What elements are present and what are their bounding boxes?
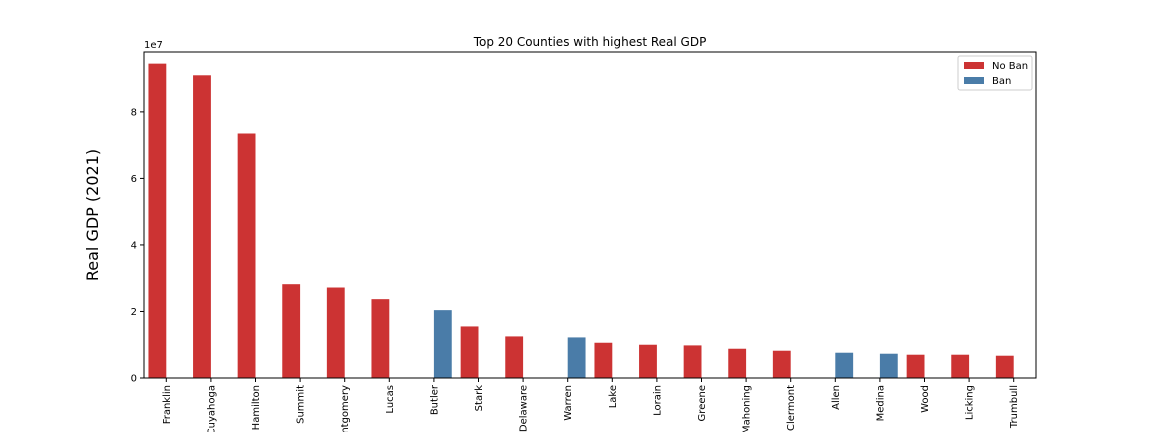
x-tick-label-licking: Licking [965, 385, 976, 420]
x-axis-ticks: Franklin Cuyahoga Hamilton Summit Montgomery… [162, 378, 1020, 432]
bar-no-ban-trumbull [995, 355, 1014, 378]
x-tick-label-wood: Wood [920, 385, 931, 413]
bar-no-ban-delaware [505, 336, 524, 378]
bar-no-ban-wood [906, 354, 925, 378]
bar-no-ban-mahoning [728, 348, 747, 378]
plot-area-frame [143, 51, 1037, 379]
bar-no-ban-franklin [148, 63, 167, 378]
legend-label-ban: Ban [992, 76, 1011, 87]
bar-no-ban-lake [594, 342, 613, 378]
legend: No Ban Ban [957, 55, 1033, 91]
x-tick-label-montgomery: Montgomery [340, 385, 351, 432]
x-tick-label-mahoning: Mahoning [742, 385, 753, 432]
x-tick-label-butler: Butler [429, 384, 440, 415]
bar-ban-medina [879, 353, 898, 378]
x-tick-label-warren: Warren [563, 385, 574, 421]
y-tick-label: 6 [131, 174, 137, 185]
x-tick-label-stark: Stark [474, 385, 485, 412]
bar-no-ban-cuyahoga [193, 75, 211, 378]
bar-ban-butler [433, 310, 452, 378]
legend-swatch-ban [964, 77, 984, 84]
bar-no-ban-licking [951, 354, 970, 378]
y-axis-label: Real GDP (2021) [83, 149, 102, 281]
y-axis-offset-text: 1e7 [144, 40, 163, 51]
x-tick-label-franklin: Franklin [162, 385, 173, 424]
y-tick-label: 2 [131, 307, 137, 318]
x-tick-label-greene: Greene [697, 385, 708, 421]
bar-no-ban-greene [683, 345, 702, 378]
y-tick-label: 0 [131, 374, 137, 385]
x-tick-label-medina: Medina [875, 385, 886, 421]
legend-swatch-no-ban [964, 62, 984, 69]
bar-no-ban-summit [282, 284, 301, 378]
bar-no-ban-clermont [772, 350, 791, 378]
chart-title: Top 20 Counties with highest Real GDP [473, 35, 707, 49]
bar-no-ban-lorain [639, 344, 657, 378]
bar-ban-warren [567, 337, 586, 378]
y-axis-ticks: 0 2 4 6 8 [131, 107, 144, 385]
x-tick-label-trumbull: Trumbull [1009, 385, 1020, 429]
x-tick-label-summit: Summit [296, 385, 307, 424]
legend-label-no-ban: No Ban [992, 61, 1028, 72]
x-tick-label-clermont: Clermont [786, 385, 797, 431]
bar-no-ban-lucas [371, 299, 390, 378]
x-tick-label-lucas: Lucas [385, 385, 396, 414]
y-tick-label: 8 [131, 107, 137, 118]
x-tick-label-allen: Allen [831, 385, 842, 410]
x-tick-label-lake: Lake [608, 385, 619, 408]
bar-no-ban-montgomery [326, 287, 345, 378]
x-tick-label-lorain: Lorain [652, 385, 663, 416]
bar-ban-allen [835, 352, 854, 378]
bar-no-ban-stark [460, 326, 479, 378]
x-tick-label-delaware: Delaware [519, 385, 530, 432]
y-tick-label: 4 [131, 240, 137, 251]
x-tick-label-hamilton: Hamilton [251, 385, 262, 430]
bars-group [148, 63, 1014, 378]
x-tick-label-cuyahoga: Cuyahoga [206, 385, 217, 432]
bar-no-ban-hamilton [237, 133, 256, 378]
